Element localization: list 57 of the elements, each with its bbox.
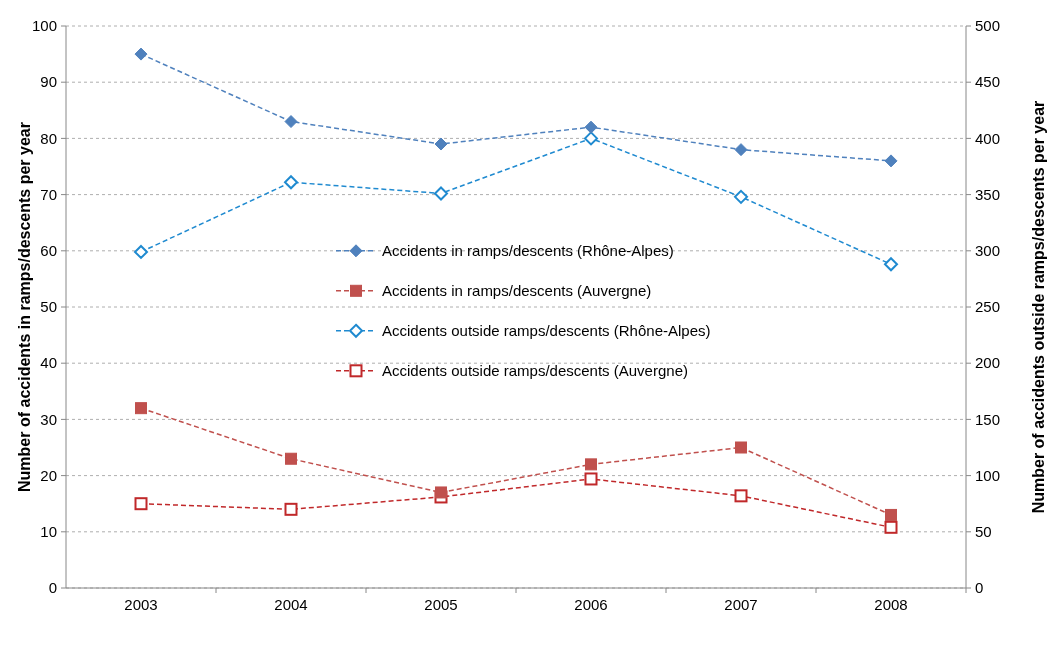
y2-tick-label: 300	[975, 242, 1001, 260]
x-tick-label: 2007	[724, 596, 758, 613]
point	[284, 502, 298, 516]
point	[734, 189, 748, 204]
x-tick-label: 2005	[424, 596, 458, 613]
point	[884, 154, 898, 168]
y-tick-label: 40	[40, 354, 57, 372]
point	[434, 137, 448, 151]
y2-tick-label: 400	[975, 129, 1001, 147]
y-tick-label: 10	[40, 523, 57, 541]
x-tick-label: 2003	[124, 596, 158, 613]
y-tick-label: 60	[40, 242, 57, 260]
y2-axis-title: Number of accidents outside ramps/descents per year	[1030, 100, 1047, 514]
point	[885, 508, 897, 521]
y-tick-label: 100	[31, 17, 57, 35]
point	[284, 175, 298, 190]
y2-tick-label: 0	[975, 579, 984, 597]
point	[285, 452, 297, 465]
y-tick-label: 30	[40, 410, 57, 428]
y-tick-label: 90	[40, 73, 57, 91]
y2-tick-label: 50	[975, 523, 992, 541]
y-axis-title: Number of accidents in ramps/descents per year	[16, 122, 33, 492]
point	[134, 497, 148, 511]
point	[884, 520, 898, 534]
legend-label: Accidents outside ramps/descents (Auvergne)	[382, 362, 688, 380]
point	[735, 441, 747, 454]
point	[584, 131, 598, 146]
point	[584, 120, 598, 134]
point	[584, 472, 598, 486]
y2-tick-label: 150	[975, 410, 1001, 428]
y2-tick-label: 450	[975, 73, 1001, 91]
legend-label: Accidents outside ramps/descents (Rhône-Alpes)	[382, 322, 711, 340]
x-tick-label: 2008	[874, 596, 908, 613]
point	[135, 402, 147, 415]
point	[734, 143, 748, 157]
x-tick-label: 2006	[574, 596, 608, 613]
y2-tick-label: 350	[975, 185, 1001, 203]
point	[434, 186, 448, 201]
point	[134, 47, 148, 61]
point	[734, 489, 748, 503]
y-tick-label: 50	[40, 298, 57, 316]
point	[435, 486, 447, 499]
y2-tick-label: 100	[975, 466, 1001, 484]
y-tick-label: 0	[48, 579, 57, 597]
point	[884, 257, 898, 272]
y2-tick-label: 250	[975, 298, 1001, 316]
point	[284, 115, 298, 129]
y2-tick-label: 200	[975, 354, 1001, 372]
x-tick-label: 2004	[274, 596, 308, 613]
point	[585, 458, 597, 471]
y-tick-label: 80	[40, 129, 57, 147]
legend-label: Accidents in ramps/descents (Rhône-Alpes)	[382, 242, 674, 260]
y-tick-label: 20	[40, 466, 57, 484]
point	[134, 244, 148, 259]
y2-tick-label: 500	[975, 17, 1001, 35]
y-tick-label: 70	[40, 185, 57, 203]
legend-label: Accidents in ramps/descents (Auvergne)	[382, 282, 652, 300]
